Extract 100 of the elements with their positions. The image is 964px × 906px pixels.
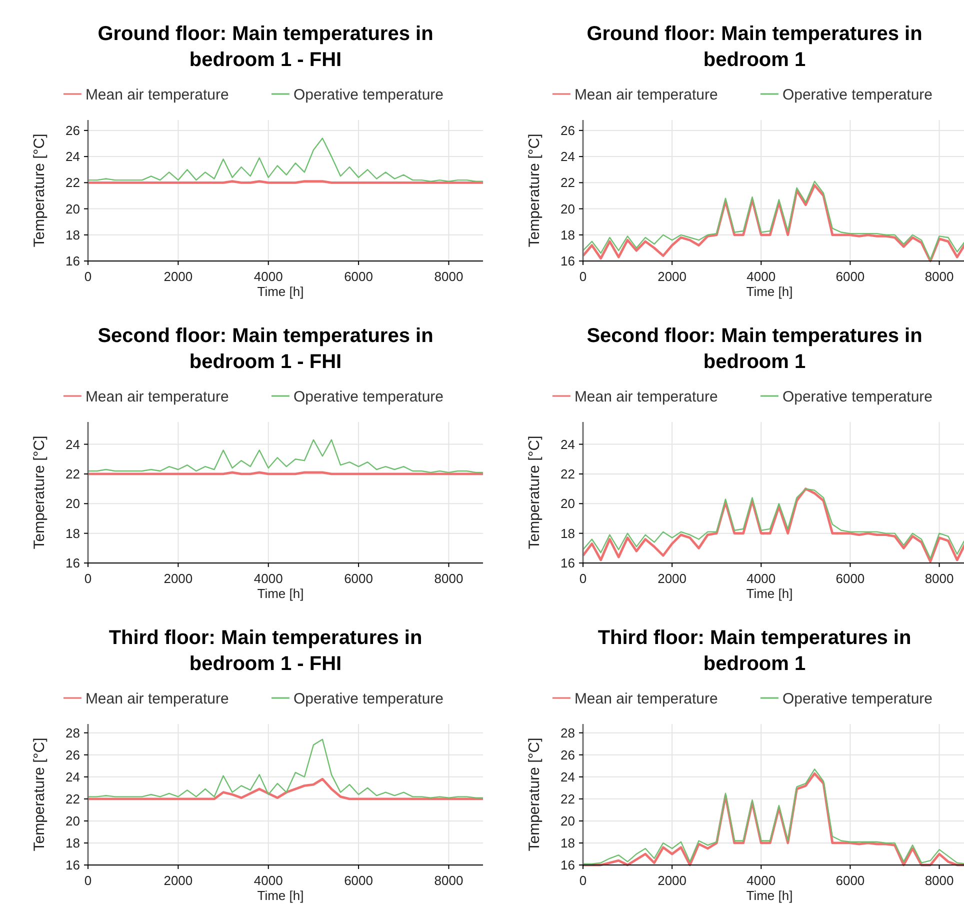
y-tick-label: 28 xyxy=(66,725,80,740)
y-tick-label: 20 xyxy=(66,496,80,512)
x-tick-label: 6000 xyxy=(836,269,865,284)
legend-label: Operative temperature xyxy=(293,388,444,406)
chart-title: Third floor: Main temperatures in bedroom 1 - FHI xyxy=(108,627,422,675)
x-tick-label: 4000 xyxy=(254,269,283,284)
legend-label: Operative temperature xyxy=(782,388,933,406)
y-tick-label: 28 xyxy=(560,725,575,740)
y-tick-label: 20 xyxy=(560,496,575,512)
y-tick-label: 26 xyxy=(66,747,80,762)
x-tick-label: 0 xyxy=(84,269,92,284)
chart-title: Third floor: Main temperatures in bedroom 1 xyxy=(598,627,912,675)
y-tick-label: 24 xyxy=(66,769,80,784)
y-axis-title: Temperature [°C] xyxy=(31,738,48,852)
x-tick-label: 6000 xyxy=(344,571,374,586)
legend-label: Mean air temperature xyxy=(85,86,229,104)
x-axis-title: Time [h] xyxy=(257,888,304,903)
x-tick-label: 4000 xyxy=(746,571,776,586)
legend-label: Mean air temperature xyxy=(574,86,718,104)
y-tick-label: 22 xyxy=(66,466,80,482)
x-tick-label: 0 xyxy=(579,269,587,284)
line-series xyxy=(86,778,484,800)
y-tick-label: 16 xyxy=(560,556,575,571)
x-tick-label: 2000 xyxy=(164,571,193,586)
y-tick-label: 18 xyxy=(66,836,80,851)
x-axis-title: Time [h] xyxy=(746,284,793,299)
y-tick-label: 20 xyxy=(66,813,80,828)
y-tick-label: 16 xyxy=(66,858,80,873)
y-tick-label: 24 xyxy=(66,436,80,452)
y-axis-title: Temperature [°C] xyxy=(526,738,543,852)
chart-title: Ground floor: Main temperatures in bedroom 1 xyxy=(586,23,922,71)
y-tick-label: 16 xyxy=(66,556,80,571)
chart-title: Ground floor: Main temperatures in bedroom 1 - FHI xyxy=(98,23,434,71)
legend-label: Operative temperature xyxy=(782,86,933,104)
x-tick-label: 2000 xyxy=(658,571,687,586)
y-tick-label: 20 xyxy=(66,201,80,216)
x-tick-label: 0 xyxy=(84,873,92,888)
x-tick-label: 2000 xyxy=(164,873,193,888)
x-tick-label: 6000 xyxy=(836,571,865,586)
legend-label: Operative temperature xyxy=(293,86,444,104)
y-tick-label: 18 xyxy=(560,836,575,851)
y-tick-label: 24 xyxy=(560,149,575,164)
x-tick-label: 4000 xyxy=(254,571,283,586)
legend-label: Mean air temperature xyxy=(574,388,718,406)
y-tick-label: 22 xyxy=(560,175,575,190)
x-tick-label: 8000 xyxy=(924,269,954,284)
x-axis-title: Time [h] xyxy=(746,586,793,601)
x-tick-label: 2000 xyxy=(658,269,687,284)
y-tick-label: 18 xyxy=(66,526,80,541)
y-tick-label: 26 xyxy=(560,122,575,138)
legend-label: Operative temperature xyxy=(293,690,444,708)
y-tick-label: 22 xyxy=(66,175,80,190)
y-tick-label: 16 xyxy=(560,858,575,873)
line-series xyxy=(87,138,484,182)
y-tick-label: 24 xyxy=(560,436,575,452)
x-tick-label: 8000 xyxy=(924,571,954,586)
x-tick-label: 4000 xyxy=(746,873,776,888)
y-tick-label: 18 xyxy=(66,227,80,242)
x-tick-label: 6000 xyxy=(344,873,374,888)
y-tick-label: 24 xyxy=(560,769,575,784)
y-tick-label: 22 xyxy=(66,791,80,806)
y-tick-label: 22 xyxy=(560,791,575,806)
legend-label: Operative temperature xyxy=(782,690,933,708)
x-tick-label: 8000 xyxy=(434,873,464,888)
y-tick-label: 22 xyxy=(560,466,575,482)
x-axis-title: Time [h] xyxy=(746,888,793,903)
y-tick-label: 26 xyxy=(560,747,575,762)
x-tick-label: 6000 xyxy=(344,269,374,284)
x-axis-title: Time [h] xyxy=(257,586,304,601)
x-tick-label: 2000 xyxy=(164,269,193,284)
y-axis-title: Temperature [°C] xyxy=(31,134,48,248)
x-tick-label: 4000 xyxy=(254,873,283,888)
y-tick-label: 24 xyxy=(66,149,80,164)
legend-label: Mean air temperature xyxy=(574,690,718,708)
y-axis-title: Temperature [°C] xyxy=(526,134,543,248)
x-tick-label: 8000 xyxy=(924,873,954,888)
y-tick-label: 20 xyxy=(560,813,575,828)
chart-title: Second floor: Main temperatures in bedroom 1 xyxy=(586,325,922,373)
legend-label: Mean air temperature xyxy=(85,388,229,406)
y-tick-label: 16 xyxy=(66,254,80,269)
chart-title: Second floor: Main temperatures in bedroom 1 - FHI xyxy=(98,325,434,373)
x-axis-title: Time [h] xyxy=(257,284,304,299)
y-tick-label: 20 xyxy=(560,201,575,216)
x-tick-label: 0 xyxy=(84,571,92,586)
x-tick-label: 8000 xyxy=(434,269,464,284)
x-tick-label: 0 xyxy=(579,873,587,888)
legend-label: Mean air temperature xyxy=(85,690,229,708)
x-tick-label: 6000 xyxy=(836,873,865,888)
y-tick-label: 18 xyxy=(560,227,575,242)
y-axis-title: Temperature [°C] xyxy=(526,436,543,550)
y-tick-label: 26 xyxy=(66,122,80,138)
y-axis-title: Temperature [°C] xyxy=(31,436,48,550)
line-series xyxy=(87,738,484,798)
x-tick-label: 8000 xyxy=(434,571,464,586)
y-tick-label: 16 xyxy=(560,254,575,269)
x-tick-label: 2000 xyxy=(658,873,687,888)
y-tick-label: 18 xyxy=(560,526,575,541)
x-tick-label: 4000 xyxy=(746,269,776,284)
line-series xyxy=(87,439,484,474)
x-tick-label: 0 xyxy=(579,571,587,586)
